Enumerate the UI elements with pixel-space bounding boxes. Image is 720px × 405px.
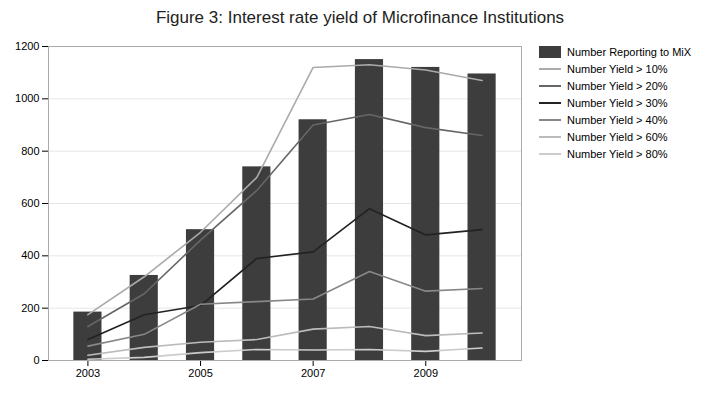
html-text:Figure 3: Interest rate yield: Figure 3: Interest rate yield of Microfi… bbox=[155, 8, 565, 27]
html-text:Number Yield > 10%: Number Yield > 10% bbox=[567, 63, 668, 75]
svg-text:400: 400 bbox=[21, 249, 39, 261]
svg-text:600: 600 bbox=[21, 197, 39, 209]
svg-text:800: 800 bbox=[21, 145, 39, 157]
svg-text:1000: 1000 bbox=[15, 92, 39, 104]
svg-text:2007: 2007 bbox=[301, 367, 325, 379]
svg-text:2009: 2009 bbox=[414, 367, 438, 379]
html-text:Number Yield > 60%: Number Yield > 60% bbox=[567, 131, 668, 143]
html-text:Number Yield > 20%: Number Yield > 20% bbox=[567, 80, 668, 92]
html-text:Number Reporting to MiX: Number Reporting to MiX bbox=[567, 46, 692, 58]
svg-text:200: 200 bbox=[21, 302, 39, 314]
svg-text:2005: 2005 bbox=[188, 367, 212, 379]
svg-text:1200: 1200 bbox=[15, 40, 39, 52]
html-text:Number Yield > 40%: Number Yield > 40% bbox=[567, 114, 668, 126]
svg-text:2003: 2003 bbox=[76, 367, 100, 379]
svg-text:0: 0 bbox=[33, 354, 39, 366]
html-text:Number Yield > 30%: Number Yield > 30% bbox=[567, 97, 668, 109]
html-text:Number Yield > 80%: Number Yield > 80% bbox=[567, 148, 668, 160]
